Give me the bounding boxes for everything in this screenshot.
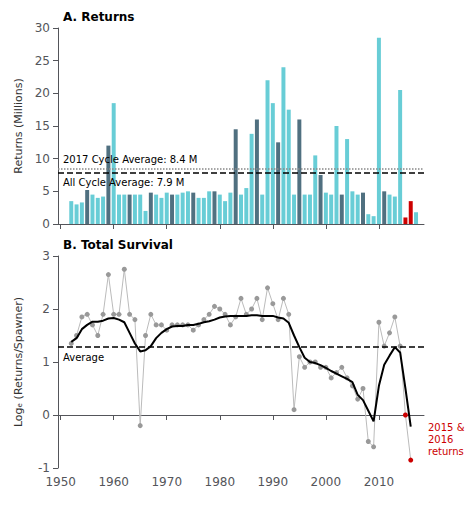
svg-text:returns: returns xyxy=(428,446,464,457)
svg-text:20: 20 xyxy=(35,86,50,100)
svg-text:Average: Average xyxy=(63,352,104,363)
svg-text:All Cycle Average: 7.9 M: All Cycle Average: 7.9 M xyxy=(63,177,184,188)
svg-text:2000: 2000 xyxy=(311,475,342,489)
svg-text:10: 10 xyxy=(35,152,50,166)
svg-text:2: 2 xyxy=(42,302,50,316)
svg-text:15: 15 xyxy=(35,119,50,133)
svg-text:A. Returns: A. Returns xyxy=(63,10,135,24)
svg-text:1: 1 xyxy=(42,355,50,369)
svg-text:1970: 1970 xyxy=(151,475,182,489)
svg-text:25: 25 xyxy=(35,54,50,68)
svg-text:Logₑ (Returns/Spawner): Logₑ (Returns/Spawner) xyxy=(12,297,25,427)
svg-text:1990: 1990 xyxy=(258,475,289,489)
svg-text:3: 3 xyxy=(42,249,50,263)
svg-text:30: 30 xyxy=(35,21,50,35)
svg-text:0: 0 xyxy=(42,408,50,422)
svg-text:2017 Cycle Average: 8.4 M: 2017 Cycle Average: 8.4 M xyxy=(63,154,197,165)
svg-text:1960: 1960 xyxy=(98,475,129,489)
svg-text:Returns (Millions): Returns (Millions) xyxy=(12,78,25,173)
svg-text:-1: -1 xyxy=(38,461,50,475)
svg-text:0: 0 xyxy=(42,217,50,231)
svg-text:2015 &: 2015 & xyxy=(428,422,465,433)
svg-text:2010: 2010 xyxy=(364,475,395,489)
svg-text:2016: 2016 xyxy=(428,434,453,445)
svg-text:1950: 1950 xyxy=(45,475,76,489)
svg-text:1980: 1980 xyxy=(205,475,236,489)
svg-text:B. Total Survival: B. Total Survival xyxy=(63,238,173,252)
svg-text:5: 5 xyxy=(42,184,50,198)
